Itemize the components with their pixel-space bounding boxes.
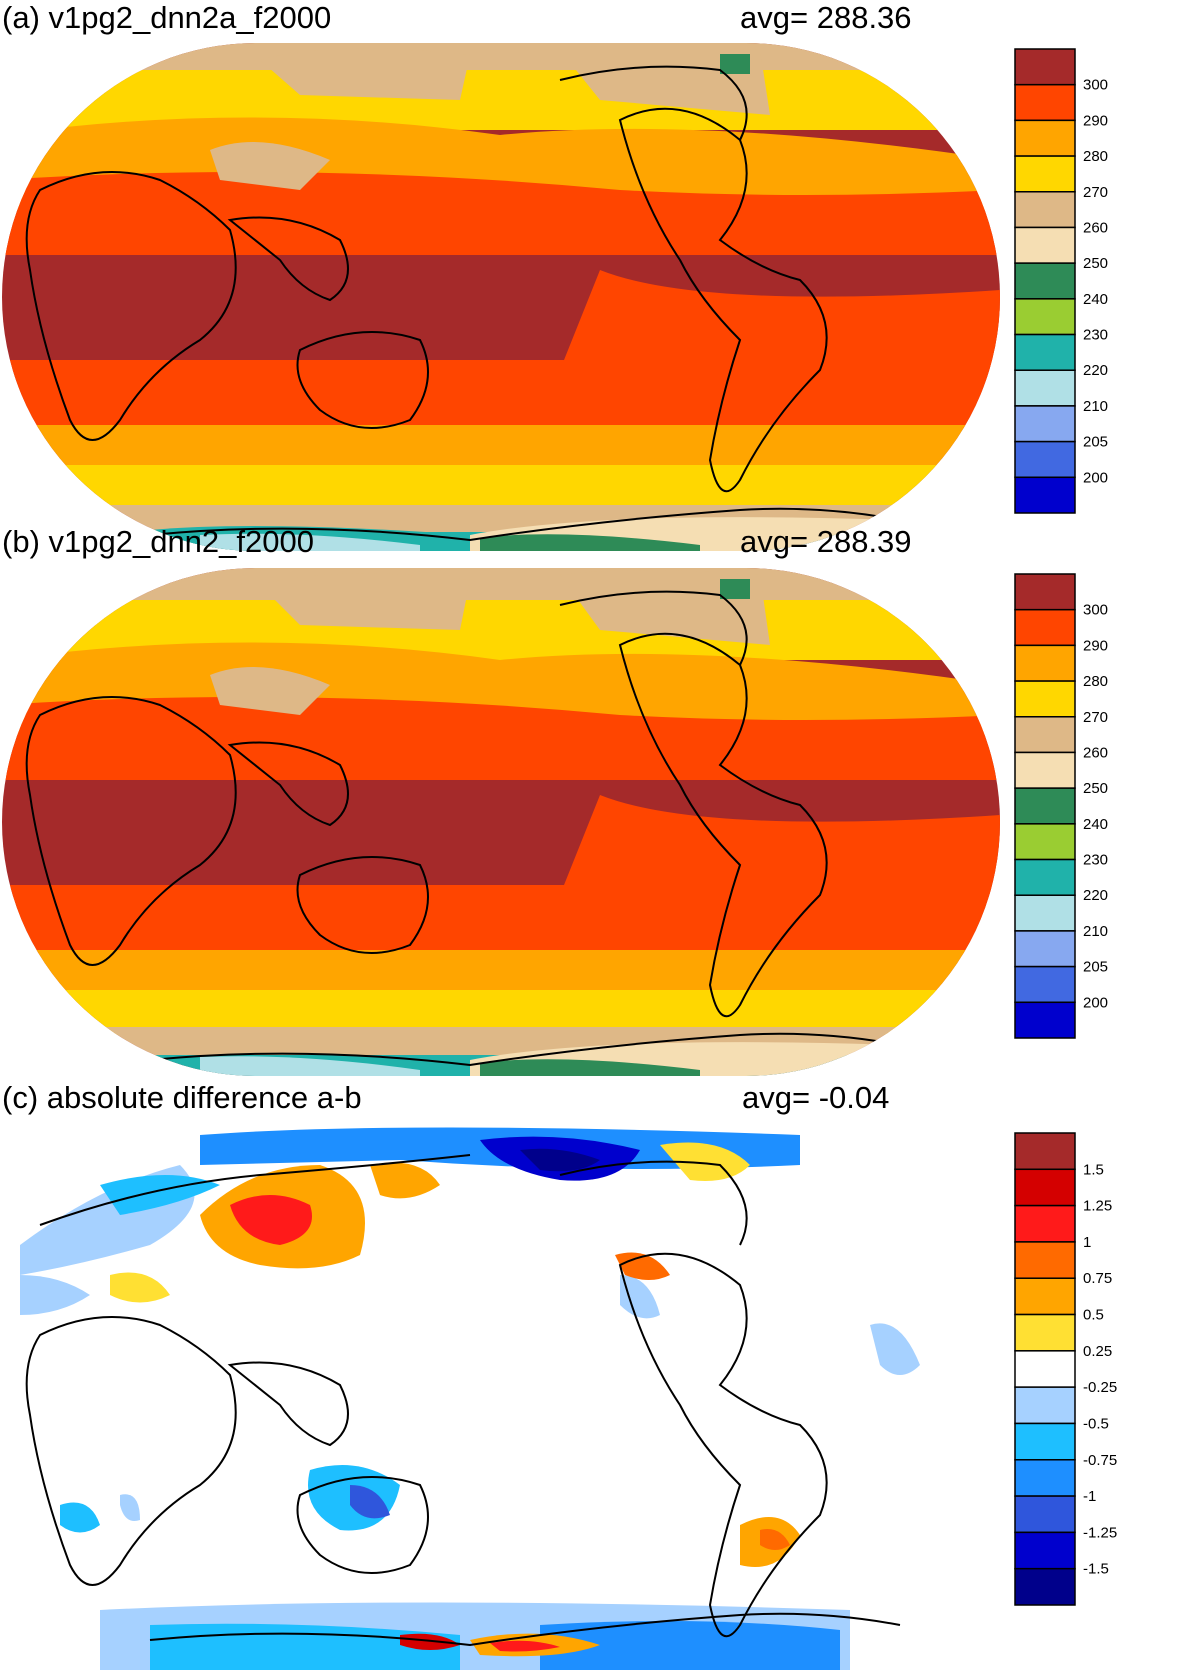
colorbar-c-swatch-6 (1014, 1350, 1076, 1388)
colorbar-a-swatch-7 (1014, 298, 1076, 336)
colorbar-c-swatch-3 (1014, 1241, 1076, 1279)
colorbar-c-swatch-1 (1014, 1168, 1076, 1207)
colorbar-a-label-5: 250 (1083, 255, 1108, 272)
colorbar-c-swatch-10 (1014, 1495, 1076, 1534)
colorbar-c-label-9: -1 (1083, 1488, 1096, 1505)
panel-a-colorbar: 300 290 280 270 260 250 240 230 220 210 205 200 (1014, 48, 1108, 514)
panel-a-map (2, 43, 1000, 551)
colorbar-c-label-7: -0.5 (1083, 1415, 1109, 1432)
colorbar-c-swatch-9 (1014, 1459, 1076, 1497)
colorbar-c-swatch-5 (1014, 1313, 1076, 1352)
colorbar-a-label-4: 260 (1083, 219, 1108, 236)
colorbar-b-swatch-2 (1014, 644, 1076, 682)
colorbar-b-label-9: 210 (1083, 923, 1108, 940)
panel-c-map (0, 1125, 1000, 1670)
colorbar-c-label-10: -1.25 (1083, 1524, 1117, 1541)
colorbar-b-label-4: 260 (1083, 744, 1108, 761)
colorbar-c-label-2: 1 (1083, 1234, 1091, 1251)
colorbar-c-swatch-4 (1014, 1277, 1076, 1316)
colorbar-b-swatch-7 (1014, 823, 1076, 861)
colorbar-a-label-1: 290 (1083, 112, 1108, 129)
panel-b-map (2, 568, 1000, 1076)
colorbar-a-label-6: 240 (1083, 291, 1108, 308)
colorbar-c-label-1: 1.25 (1083, 1198, 1112, 1215)
panel-b-title: (b) v1pg2_dnn2_f2000 (2, 524, 314, 559)
panel-c-avg-value: -0.04 (818, 1080, 890, 1115)
colorbar-b-swatch-8 (1014, 858, 1076, 896)
colorbar-a-label-3: 270 (1083, 184, 1108, 201)
panel-b-avg-value: 288.39 (816, 524, 912, 559)
colorbar-b-swatch-3 (1014, 680, 1076, 718)
colorbar-a-label-8: 220 (1083, 362, 1108, 379)
colorbar-a-swatch-1 (1014, 83, 1076, 122)
colorbar-c-label-6: -0.25 (1083, 1379, 1117, 1396)
colorbar-a-label-2: 280 (1083, 148, 1108, 165)
panel-a-avg: avg= 288.36 (740, 0, 912, 36)
colorbar-c-swatch-0 (1014, 1132, 1076, 1171)
colorbar-c-label-3: 0.75 (1083, 1270, 1112, 1287)
colorbar-a-swatch-8 (1014, 333, 1076, 371)
colorbar-c-label-4: 0.5 (1083, 1307, 1104, 1324)
colorbar-b-label-6: 240 (1083, 816, 1108, 833)
colorbar-a-label-11: 200 (1083, 469, 1108, 486)
colorbar-a-label-0: 300 (1083, 77, 1108, 94)
colorbar-c-swatch-12 (1014, 1567, 1076, 1606)
colorbar-b-label-3: 270 (1083, 709, 1108, 726)
panel-a-avg-value: 288.36 (816, 0, 912, 35)
colorbar-b-label-10: 205 (1083, 959, 1108, 976)
colorbar-b-label-7: 230 (1083, 852, 1108, 869)
colorbar-c-swatch-2 (1014, 1204, 1076, 1243)
panel-c-avg: avg= -0.04 (742, 1080, 889, 1116)
colorbar-a-swatch-12 (1014, 476, 1076, 514)
colorbar-b-swatch-12 (1014, 1001, 1076, 1039)
colorbar-c-swatch-7 (1014, 1386, 1076, 1425)
colorbar-a-label-10: 205 (1083, 434, 1108, 451)
colorbar-a-label-9: 210 (1083, 398, 1108, 415)
colorbar-b-label-8: 220 (1083, 887, 1108, 904)
panel-c-colorbar: 1.5 1.25 1 0.75 0.5 0.25 -0.25 -0.5 -0.75 -1 -1.25… (1014, 1132, 1117, 1606)
colorbar-c-label-0: 1.5 (1083, 1161, 1104, 1178)
panel-b-avg: avg= 288.39 (740, 524, 912, 560)
panel-c-title: (c) absolute difference a-b (2, 1080, 362, 1115)
panel-a-avg-label: avg= (740, 0, 809, 35)
colorbar-b-label-1: 290 (1083, 637, 1108, 654)
colorbar-b-swatch-5 (1014, 751, 1076, 789)
colorbar-b-swatch-9 (1014, 894, 1076, 932)
colorbar-a-swatch-5 (1014, 226, 1076, 264)
colorbar-b-swatch-1 (1014, 608, 1076, 647)
colorbar-c-label-8: -0.75 (1083, 1452, 1117, 1469)
colorbar-a-swatch-3 (1014, 155, 1076, 193)
colorbar-b-swatch-6 (1014, 787, 1076, 825)
colorbar-b-label-11: 200 (1083, 994, 1108, 1011)
colorbar-b-swatch-10 (1014, 930, 1076, 968)
panel-a-title: (a) v1pg2_dnn2a_f2000 (2, 0, 332, 35)
panel-b-avg-label: avg= (740, 524, 809, 559)
colorbar-b-label-0: 300 (1083, 602, 1108, 619)
colorbar-b-swatch-4 (1014, 716, 1076, 754)
colorbar-c-label-5: 0.25 (1083, 1343, 1112, 1360)
colorbar-a-label-7: 230 (1083, 327, 1108, 344)
colorbar-c-swatch-11 (1014, 1531, 1076, 1570)
colorbar-a-swatch-11 (1014, 440, 1076, 479)
colorbar-b-label-2: 280 (1083, 673, 1108, 690)
panel-c-avg-label: avg= (742, 1080, 811, 1115)
colorbar-a-swatch-9 (1014, 369, 1076, 407)
colorbar-a-swatch-4 (1014, 191, 1076, 229)
colorbar-b-swatch-11 (1014, 965, 1076, 1004)
colorbar-b-label-5: 250 (1083, 780, 1108, 797)
colorbar-c-label-11: -1.5 (1083, 1561, 1109, 1578)
colorbar-a-swatch-2 (1014, 119, 1076, 157)
colorbar-a-swatch-0 (1014, 48, 1076, 86)
panel-b-colorbar: 300 290 280 270 260 250 240 230 220 210 205 200 (1014, 573, 1108, 1039)
colorbar-c-swatch-8 (1014, 1422, 1076, 1461)
colorbar-b-swatch-0 (1014, 573, 1076, 611)
colorbar-a-swatch-10 (1014, 405, 1076, 443)
colorbar-a-swatch-6 (1014, 262, 1076, 300)
